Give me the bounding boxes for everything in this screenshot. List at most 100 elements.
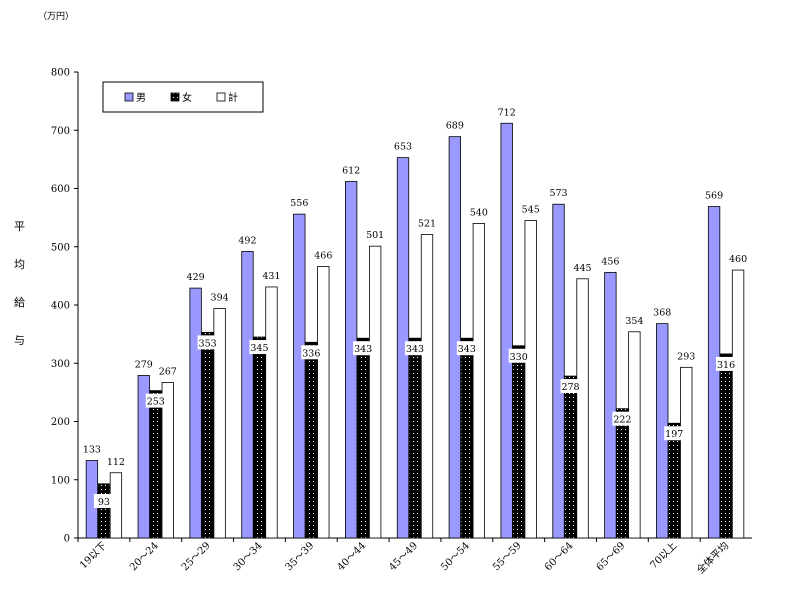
x-tick-label: 20～24	[128, 540, 161, 573]
data-label-total: 545	[522, 205, 540, 216]
bar-male	[345, 181, 358, 539]
bar-male	[604, 271, 617, 539]
data-label-female: 316	[716, 356, 737, 371]
data-label-female: 336	[301, 345, 322, 360]
bar-total	[213, 308, 226, 539]
bar-total	[731, 269, 745, 539]
data-label-female: 330	[508, 348, 529, 363]
legend-swatch	[170, 92, 180, 102]
y-axis-label-char: 均	[14, 258, 25, 271]
data-label-male: 556	[290, 198, 308, 209]
bar-female	[305, 341, 318, 539]
data-label-female: 253	[145, 393, 166, 408]
y-tick-label: 500	[51, 242, 70, 253]
bar-total	[369, 245, 382, 539]
bar-total	[628, 331, 641, 539]
data-label-total: 267	[159, 366, 177, 377]
bar-total	[524, 220, 537, 539]
data-label-male: 456	[601, 256, 619, 267]
bar-male	[500, 122, 513, 539]
x-tick-label: 55～59	[491, 540, 524, 573]
data-label-total: 445	[573, 263, 591, 274]
y-axis-label-char: 与	[14, 334, 25, 347]
y-tick-label: 600	[51, 184, 70, 195]
bar-male	[241, 251, 254, 539]
bar-total	[265, 286, 278, 539]
data-label-total: 540	[470, 207, 488, 218]
x-tick-label: 19以下	[78, 540, 109, 571]
x-tick-label: 45～49	[387, 540, 420, 573]
y-tick-label: 700	[51, 126, 70, 137]
data-label-female: 343	[353, 341, 374, 356]
svg-text:197: 197	[665, 429, 683, 440]
bar-female	[719, 353, 733, 539]
data-label-total: 501	[366, 230, 384, 241]
bar-total	[472, 223, 485, 539]
bar-total	[576, 278, 589, 539]
data-label-total: 293	[677, 351, 695, 362]
bar-female	[408, 337, 422, 539]
x-tick-label: 65～69	[595, 540, 628, 573]
svg-text:93: 93	[98, 497, 110, 508]
bar-female	[668, 422, 681, 539]
legend-label: 男	[136, 92, 146, 104]
svg-text:330: 330	[510, 352, 528, 363]
svg-text:343: 343	[458, 344, 476, 355]
data-label-total: 460	[729, 254, 747, 265]
data-label-male: 612	[342, 166, 360, 177]
y-tick-label: 800	[51, 68, 70, 79]
bar-total	[680, 366, 693, 539]
bar-total	[161, 382, 174, 539]
data-label-female: 197	[664, 426, 685, 441]
svg-text:343: 343	[354, 344, 372, 355]
x-tick-label: 70以上	[648, 540, 680, 572]
data-label-total: 354	[625, 316, 643, 327]
legend-label: 女	[182, 91, 192, 104]
data-label-total: 521	[418, 219, 436, 230]
y-tick-label: 400	[51, 301, 70, 312]
legend-label: 計	[228, 91, 238, 104]
data-label-male: 429	[187, 272, 205, 283]
svg-text:336: 336	[302, 348, 320, 359]
svg-text:343: 343	[406, 344, 424, 355]
data-label-female: 343	[456, 341, 477, 356]
y-tick-label: 300	[51, 359, 70, 370]
data-label-female: 345	[249, 340, 270, 355]
bar-female	[253, 336, 266, 539]
svg-text:253: 253	[147, 397, 165, 408]
bar-male	[552, 203, 565, 539]
data-label-total: 394	[211, 292, 229, 303]
data-label-female: 278	[560, 379, 581, 394]
data-label-female: 343	[405, 341, 425, 356]
data-label-male: 492	[238, 235, 256, 246]
data-label-total: 112	[107, 457, 125, 468]
bar-female	[460, 337, 473, 539]
bar-male	[137, 375, 150, 539]
bar-female	[616, 408, 629, 539]
svg-text:316: 316	[717, 360, 735, 371]
x-tick-label: 25～29	[180, 540, 213, 573]
data-label-male: 133	[83, 445, 101, 456]
y-axis-label-char: 平	[14, 220, 25, 233]
data-label-male: 689	[446, 121, 464, 132]
data-label-female: 222	[612, 411, 633, 426]
bar-male	[189, 287, 202, 539]
data-label-male: 368	[653, 308, 671, 319]
svg-text:353: 353	[199, 338, 217, 349]
bar-female	[97, 483, 111, 539]
data-label-male: 569	[705, 191, 723, 202]
bar-female	[201, 331, 214, 539]
y-tick-label: 0	[64, 534, 70, 545]
data-label-male: 712	[498, 107, 516, 118]
x-tick-label: 全体平均	[694, 539, 731, 576]
x-tick-label: 35～39	[284, 540, 317, 573]
x-tick-label: 60～64	[543, 540, 576, 573]
bar-female	[512, 345, 525, 539]
y-tick-label: 200	[51, 417, 70, 428]
data-label-male: 573	[549, 188, 567, 199]
y-tick-label: 100	[51, 475, 70, 486]
data-label-female: 93	[93, 494, 114, 508]
x-tick-label: 30～34	[232, 540, 265, 573]
